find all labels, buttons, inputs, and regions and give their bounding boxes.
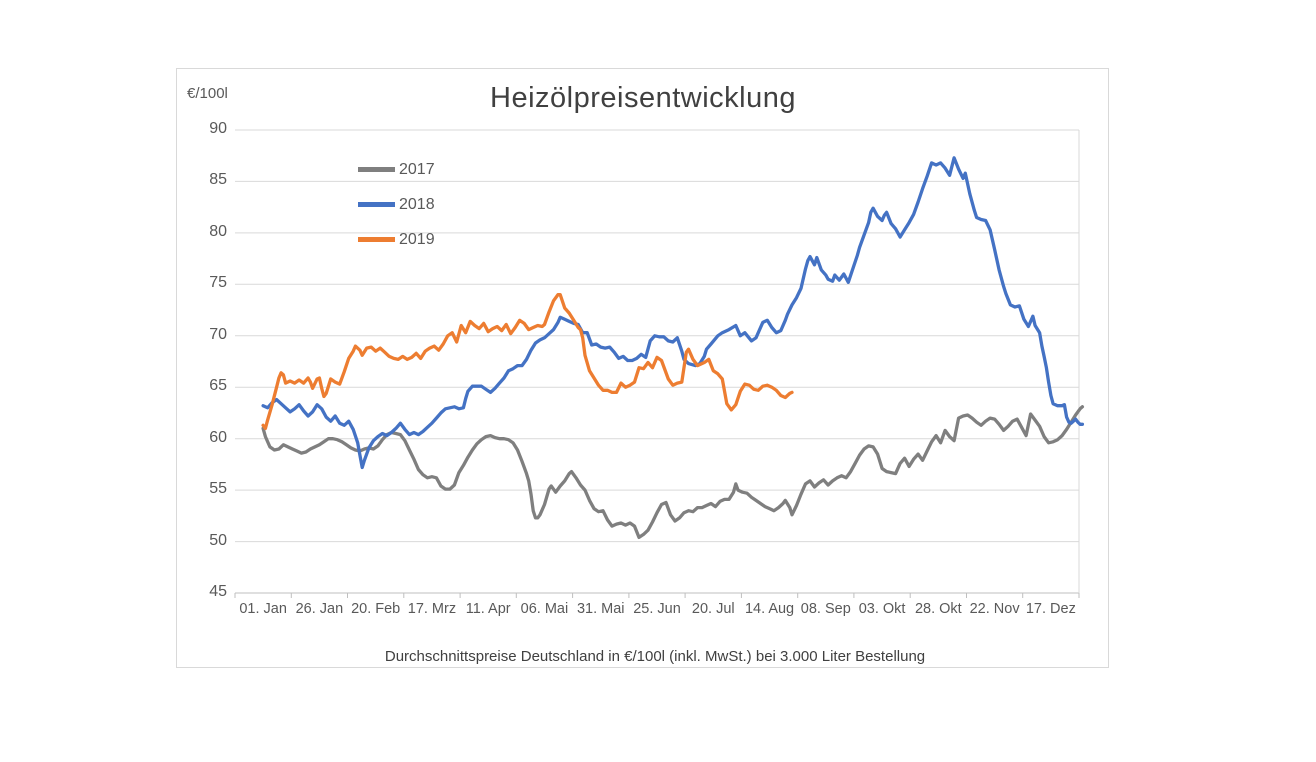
x-tick-label: 03. Okt — [858, 601, 906, 617]
y-tick-label: 85 — [209, 171, 227, 189]
y-tick-label: 90 — [209, 120, 227, 137]
y-tick-label: 65 — [209, 377, 227, 395]
series-line-2019 — [261, 292, 794, 431]
x-tick-label: 22. Nov — [969, 601, 1020, 617]
y-axis-unit-label: €/100l — [187, 85, 228, 102]
x-tick-label: 11. Apr — [465, 601, 511, 617]
legend-line-swatch-2019 — [358, 237, 395, 242]
x-tick-label: 20. Feb — [351, 601, 401, 617]
legend: 2017 2018 2019 — [358, 152, 435, 257]
chart-title: Heizölpreisentwicklung — [490, 82, 796, 114]
y-tick-label: 55 — [209, 480, 227, 498]
x-tick-label: 28. Okt — [914, 601, 962, 617]
legend-item-2019: 2019 — [358, 222, 435, 257]
series-line-2017 — [261, 405, 1085, 540]
x-tick-label: 31. Mai — [576, 601, 625, 617]
y-tick-label: 60 — [209, 428, 227, 446]
x-tick-label: 01. Jan — [239, 601, 287, 617]
series-line-2018 — [261, 156, 1085, 470]
y-tick-label: 50 — [209, 531, 227, 549]
legend-label-2019: 2019 — [399, 230, 435, 248]
x-tick-label: 17. Dez — [1025, 601, 1076, 617]
x-tick-label: 26. Jan — [295, 601, 344, 617]
legend-line-swatch-2018 — [358, 202, 395, 207]
legend-line-swatch-2017 — [358, 167, 395, 172]
chart-caption: Durchschnittspreise Deutschland in €/100… — [384, 648, 926, 665]
y-tick-label: 75 — [209, 274, 227, 292]
x-tick-label: 25. Jun — [633, 601, 681, 617]
legend-label-2018: 2018 — [399, 195, 435, 213]
y-tick-label: 45 — [209, 583, 227, 600]
legend-item-2017: 2017 — [358, 152, 435, 187]
legend-label-2017: 2017 — [399, 160, 435, 178]
x-tick-label: 08. Sep — [800, 601, 851, 617]
x-tick-label: 20. Jul — [691, 601, 735, 617]
y-tick-label: 70 — [209, 325, 227, 343]
x-tick-label: 06. Mai — [520, 601, 569, 617]
x-tick-label: 14. Aug — [744, 601, 795, 617]
y-tick-label: 80 — [209, 222, 227, 240]
x-tick-label: 17. Mrz — [407, 601, 457, 617]
legend-item-2018: 2018 — [358, 187, 435, 222]
